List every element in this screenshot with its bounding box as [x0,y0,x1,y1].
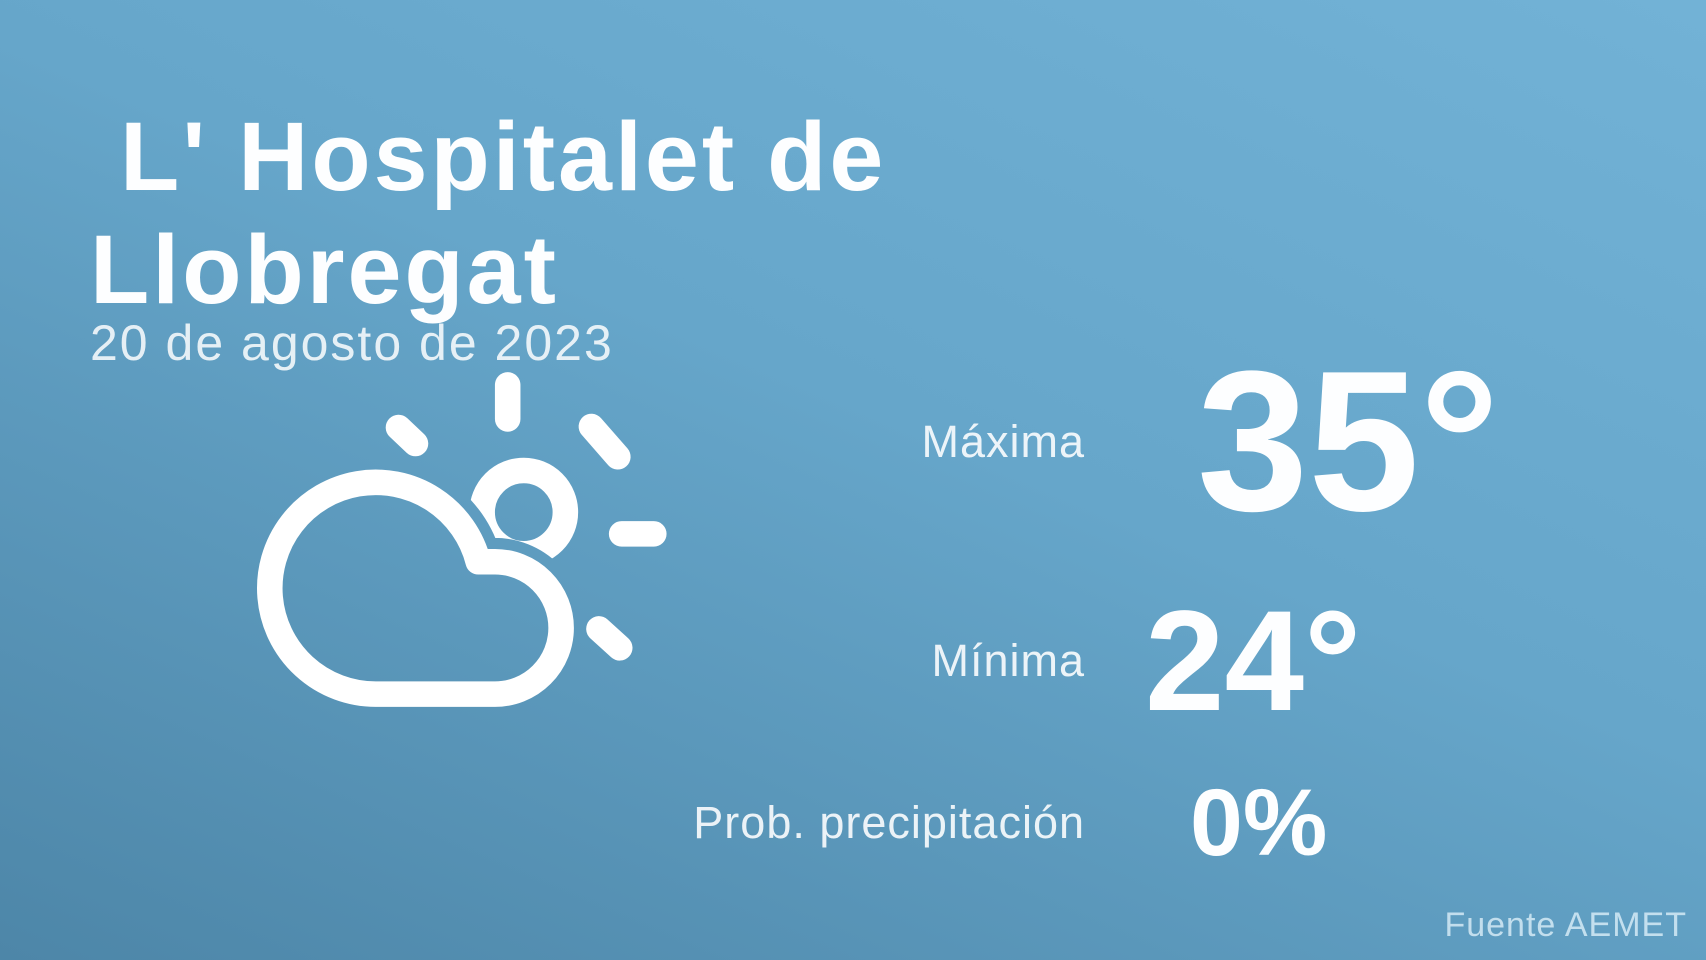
sun-behind-cloud-icon [257,372,667,707]
max-temp-label: Máxima [921,416,1085,467]
min-temp-value: 24° [1145,581,1362,741]
stat-row-precipitation: Prob. precipitación 0% [640,723,1327,923]
precipitation-label: Prob. precipitación [693,797,1085,848]
source-attribution: Fuente AEMET [1444,906,1687,944]
date-label: 20 de agosto de 2023 [90,315,614,371]
precipitation-value: 0% [1190,769,1328,876]
stat-row-min: Mínima 24° [640,561,1361,761]
page-title: L' Hospitalet de Llobregat [90,102,887,324]
max-temp-value: 35° [1197,330,1500,553]
stat-row-max: Máxima 35° [640,342,1499,542]
min-temp-label: Mínima [931,635,1085,686]
